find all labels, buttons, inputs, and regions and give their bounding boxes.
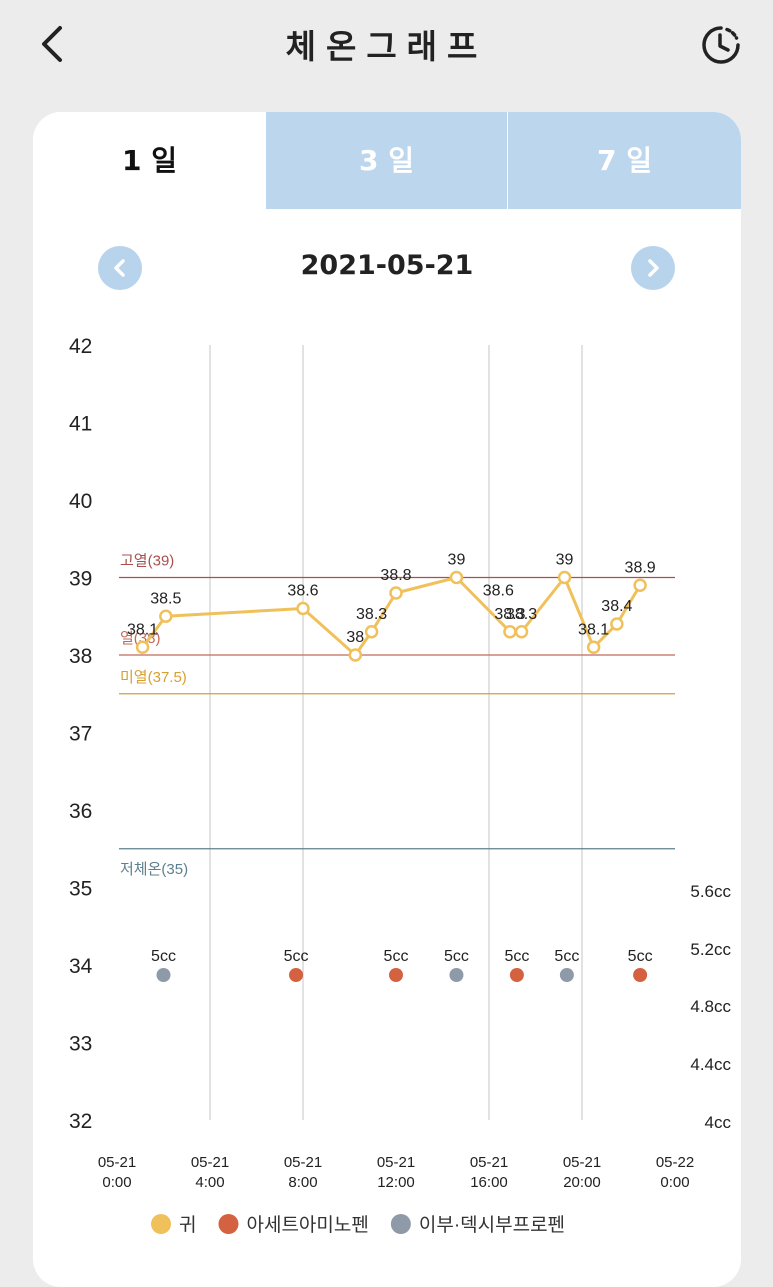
y2-tick-label: 5.2cc: [690, 940, 731, 959]
history-button[interactable]: [698, 22, 744, 68]
x-tick-time: 0:00: [102, 1174, 131, 1191]
threshold-label: 고열(39): [120, 553, 174, 570]
tab-3-days[interactable]: 3 일: [266, 112, 507, 209]
graph-card: 1 일 3 일 7 일 2021-05-21 42 41 40 39 38 37 36 35 3…: [33, 112, 741, 1287]
legend-dot: [390, 1214, 411, 1234]
temperature-point: [449, 570, 464, 585]
y-tick-label: 35: [69, 878, 92, 901]
chevron-left-icon: [114, 259, 125, 277]
legend-label: 귀: [179, 1214, 196, 1236]
x-tick-date: 05-21: [377, 1154, 415, 1171]
y-tick-label: 38: [69, 645, 92, 668]
x-tick-date: 05-21: [284, 1154, 322, 1171]
temperature-label: 38: [346, 629, 364, 646]
temperature-label: 38.5: [150, 590, 181, 607]
y-tick-label: 41: [69, 413, 92, 436]
medication-label: 5cc: [384, 948, 409, 965]
threshold-label: 열(38): [120, 630, 160, 647]
temperature-point: [514, 625, 529, 639]
medication-point: [156, 968, 171, 982]
medication-point: [559, 968, 574, 982]
x-tick-date: 05-21: [191, 1154, 229, 1171]
x-tick-date: 05-22: [656, 1154, 694, 1171]
threshold-label: 미열(37.5): [120, 669, 187, 686]
threshold-label: 저체온(35): [120, 861, 188, 878]
legend-label: 이부·덱시부프로펜: [419, 1214, 565, 1236]
tab-7-days[interactable]: 7 일: [508, 112, 741, 209]
x-tick-date: 05-21: [98, 1154, 136, 1171]
y-tick-label: 37: [69, 723, 92, 746]
temperature-point: [633, 578, 647, 592]
medication-point: [509, 968, 524, 982]
medication-point: [633, 968, 648, 982]
medication-label: 5cc: [444, 948, 469, 965]
x-tick-time: 20:00: [563, 1174, 601, 1191]
medication-label: 5cc: [284, 948, 309, 965]
medication-point: [289, 968, 304, 982]
legend-dot: [218, 1214, 239, 1234]
y2-tick-label: 4.4cc: [690, 1055, 731, 1074]
temperature-point: [159, 609, 173, 623]
temperature-label: 38.1: [578, 621, 609, 638]
x-tick-time: 8:00: [288, 1174, 317, 1191]
medication-label: 5cc: [628, 948, 653, 965]
x-tick-date: 05-21: [563, 1154, 601, 1171]
medication-point: [389, 968, 403, 982]
temperature-label: 38.1: [127, 621, 158, 638]
y2-tick-label: 4.8cc: [690, 997, 731, 1016]
y2-tick-label: 4cc: [705, 1113, 732, 1132]
period-tabs: 1 일 3 일 7 일: [33, 112, 741, 209]
y-tick-label: 32: [69, 1110, 92, 1133]
medication-label: 5cc: [554, 948, 579, 965]
temperature-point: [389, 586, 403, 600]
y-tick-label: 39: [69, 568, 92, 591]
temperature-point: [586, 640, 601, 654]
temperature-point: [348, 648, 363, 662]
y2-tick-label: 5.6cc: [690, 882, 731, 901]
medication-label: 5cc: [151, 948, 176, 965]
current-date: 2021-05-21: [300, 250, 474, 281]
temperature-label: 38.3: [506, 606, 537, 623]
chevron-right-icon: [648, 259, 659, 277]
temperature-label: 38.4: [601, 598, 632, 615]
x-tick-time: 4:00: [195, 1174, 224, 1191]
temperature-label: 39: [448, 552, 466, 569]
x-tick-date: 05-21: [470, 1154, 508, 1171]
temperature-point: [557, 570, 572, 585]
medication-label: 5cc: [504, 948, 529, 965]
y-tick-label: 40: [69, 490, 92, 513]
header: 체온그래프: [0, 0, 773, 90]
temperature-label: 39: [556, 552, 574, 569]
medication-point: [449, 968, 464, 982]
clock-history-icon: [702, 26, 740, 64]
temperature-chart: 42 41 40 39 38 37 36 35 34 33 32 5.6cc 5.2cc 4.8cc 4.4…: [69, 335, 732, 1236]
temperature-point: [610, 617, 624, 631]
temperature-label: 38.6: [287, 583, 318, 600]
chevron-left-icon: [42, 26, 62, 62]
x-tick-time: 16:00: [470, 1174, 508, 1191]
legend-label: 아세트아미노펜: [246, 1214, 368, 1236]
y-tick-label: 33: [69, 1033, 92, 1056]
temperature-label: 38.6: [483, 583, 514, 600]
legend-dot: [151, 1214, 171, 1234]
date-navigator: 2021-05-21: [33, 242, 741, 292]
temperature-point: [364, 625, 379, 639]
prev-date-button[interactable]: [98, 246, 142, 290]
temperature-label: 38.3: [494, 606, 525, 623]
next-date-button[interactable]: [631, 246, 675, 290]
x-tick-time: 12:00: [377, 1174, 415, 1191]
page-title: 체온그래프: [285, 27, 488, 66]
x-tick-time: 0:00: [660, 1174, 689, 1191]
temperature-point: [503, 625, 517, 639]
tab-1-day[interactable]: 1 일: [33, 112, 266, 209]
temperature-label: 38.3: [356, 606, 387, 623]
temperature-label: 38.8: [380, 567, 411, 584]
temperature-point: [135, 640, 150, 654]
y-tick-label: 42: [69, 335, 92, 358]
y-tick-label: 36: [69, 800, 92, 823]
temperature-label: 38.9: [625, 559, 656, 576]
temperature-point: [296, 601, 310, 616]
y-tick-label: 34: [69, 955, 93, 978]
back-button[interactable]: [34, 22, 74, 66]
